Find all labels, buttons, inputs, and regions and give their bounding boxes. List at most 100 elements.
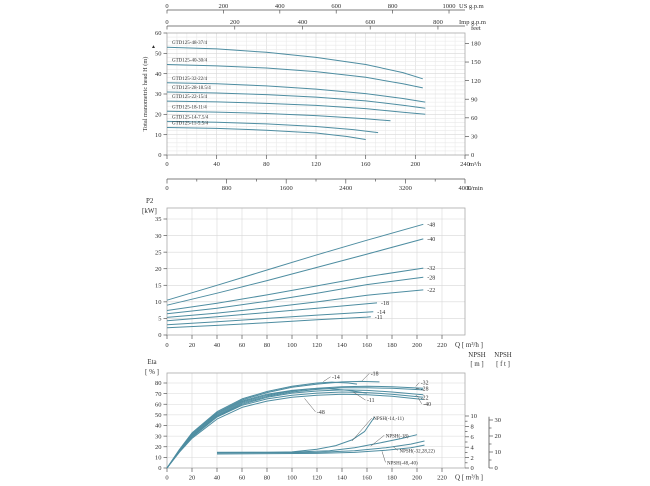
y-tick-label: 30	[155, 91, 162, 98]
curve-GTD125-14-7.5/4	[166, 120, 379, 134]
x-tick-label: 60	[239, 342, 246, 349]
curve-GTD125-11-5.5/4	[166, 127, 366, 140]
eta-curve-label: -48	[317, 410, 325, 416]
x-tick-label: 180	[387, 342, 397, 349]
ft-tick-label: 20	[495, 433, 502, 440]
x-axis-title: Q [ m³/h ]	[455, 341, 483, 349]
y-tick-label: 60	[155, 30, 162, 37]
leader-line	[304, 398, 316, 412]
x-axis-title: Q [ m³/h ]	[455, 474, 483, 482]
curve-label: -11	[375, 315, 383, 321]
y-tick-label: 20	[155, 112, 162, 119]
leader-line	[353, 391, 366, 401]
y-axis-title-unit: [ % ]	[145, 368, 159, 376]
x-tick-label: 20	[189, 475, 196, 482]
eta-curves	[166, 380, 424, 469]
y-axis-title: Eta	[147, 358, 157, 366]
unit-label: Imp g.p.m	[459, 19, 486, 26]
curve-labels: -14 -18 -32-28 -22-40 -11 -48 NPSH(-14,-11) NPS…	[304, 372, 435, 466]
eta-curve-label: -18	[371, 372, 379, 378]
y-axis-title: Total manometric head H (m)	[142, 57, 149, 132]
curve-40	[166, 238, 424, 306]
grid	[167, 373, 465, 468]
tick-label: 0	[165, 3, 168, 10]
y-tick-label: 70	[155, 391, 162, 398]
axis-arrow: ▲	[151, 45, 156, 50]
leader-line	[415, 395, 420, 398]
chart-title: P2	[146, 197, 154, 205]
feet-tick-label: 150	[471, 59, 481, 66]
npsh-m-axis: 0 2 4 6 8 10 NPSH [ m ]	[465, 352, 486, 472]
curve-label: -28	[427, 275, 435, 281]
model-label: GTD125-40-30/4	[172, 59, 207, 64]
x-axis-m3h: 0 40 80 120 160 200 240 m³/h	[165, 155, 482, 168]
npsh-curves	[216, 416, 425, 455]
tick-label: 600	[365, 19, 375, 26]
y-tick-label: 20	[155, 444, 162, 451]
eta-curve-32	[166, 385, 424, 469]
y-axis-head-m: 0 10 20 30 40 50 60	[155, 30, 167, 159]
eta-curve-22	[166, 389, 424, 469]
feet-tick-label: 30	[471, 134, 478, 141]
x-tick-label: 40	[214, 342, 221, 349]
npsh-curve-label: NPSH(-14,-11)	[373, 417, 404, 422]
x-tick-label: 40	[214, 475, 221, 482]
y-tick-label: 10	[155, 455, 162, 462]
npsh-curve-NPSH(-32,28,22)	[216, 440, 425, 454]
npsh-curve-NPSH(-48,-40)	[216, 444, 425, 455]
unit-label: L/min	[467, 185, 484, 192]
model-label: GTD125-32-22/4	[172, 77, 207, 82]
eta-curve-14	[166, 381, 358, 469]
grid	[167, 33, 465, 155]
eta-curve-label: -32	[421, 381, 429, 387]
m-tick-label: 2	[471, 455, 474, 462]
x-tick-label: 220	[437, 342, 447, 349]
leader-line	[323, 376, 331, 382]
tick-label: 1000	[443, 3, 456, 10]
x-tick-label: 100	[287, 342, 297, 349]
y-tick-label: 0	[158, 332, 161, 339]
y-tick-label: 5	[158, 316, 161, 323]
npsh-curve-label: NPSH(-18)	[386, 434, 409, 439]
y-tick-label: 15	[155, 282, 162, 289]
tick-label: 600	[331, 3, 341, 10]
tick-label: 200	[230, 19, 240, 26]
curve-GTD125-40-30/4	[166, 64, 423, 89]
y-tick-label: 20	[155, 266, 162, 273]
x-axis-q: 0 20 40 60 80 100 120 140 160 180 200 220 Q [ m³/h ]	[165, 468, 483, 482]
tick-label: 200	[410, 161, 420, 168]
tick-label: 1600	[280, 185, 293, 192]
curve-11	[166, 316, 371, 329]
y-tick-label: 35	[155, 216, 162, 223]
tick-label: 40	[213, 161, 220, 168]
power-flow-chart: 0 5 10 15 20 25 30 35 P2 [kW] 0 20 40 60 80 100 120 140 16…	[142, 197, 483, 349]
feet-unit-label: feet	[471, 25, 481, 32]
curve-22	[166, 289, 424, 318]
eta-curve-label: -28	[421, 386, 429, 392]
y-tick-label: 60	[155, 401, 162, 408]
ft-tick-label: 0	[495, 465, 498, 472]
feet-tick-label: 90	[471, 96, 478, 103]
tick-label: 0	[165, 185, 168, 192]
x-tick-label: 20	[189, 342, 196, 349]
curve-GTD125-32-22/4	[166, 82, 426, 103]
y-tick-label: 10	[155, 299, 162, 306]
eta-curve-40	[166, 391, 424, 469]
x-tick-label: 200	[412, 342, 422, 349]
curve-32	[166, 267, 424, 311]
x-tick-label: 160	[362, 475, 372, 482]
y-axis-eta: 0 10 20 30 40 50 60 70 80	[155, 380, 167, 472]
model-label: GTD125-18-11/4	[172, 105, 207, 110]
x-tick-label: 120	[312, 342, 322, 349]
x-tick-label: 140	[337, 342, 347, 349]
model-label: GTD125-28-18.5/4	[172, 86, 211, 91]
model-label: GTD125-22-15/4	[172, 95, 207, 100]
tick-label: 4000	[458, 185, 471, 192]
us-gpm-axis: 0 200 400 600 800 1000 US g.p.m	[165, 3, 484, 14]
y-tick-label: 30	[155, 233, 162, 240]
feet-tick-label: 180	[471, 41, 481, 48]
tick-label: 3200	[399, 185, 412, 192]
tick-label: 0	[165, 19, 168, 26]
curve-label: -14	[377, 310, 385, 316]
